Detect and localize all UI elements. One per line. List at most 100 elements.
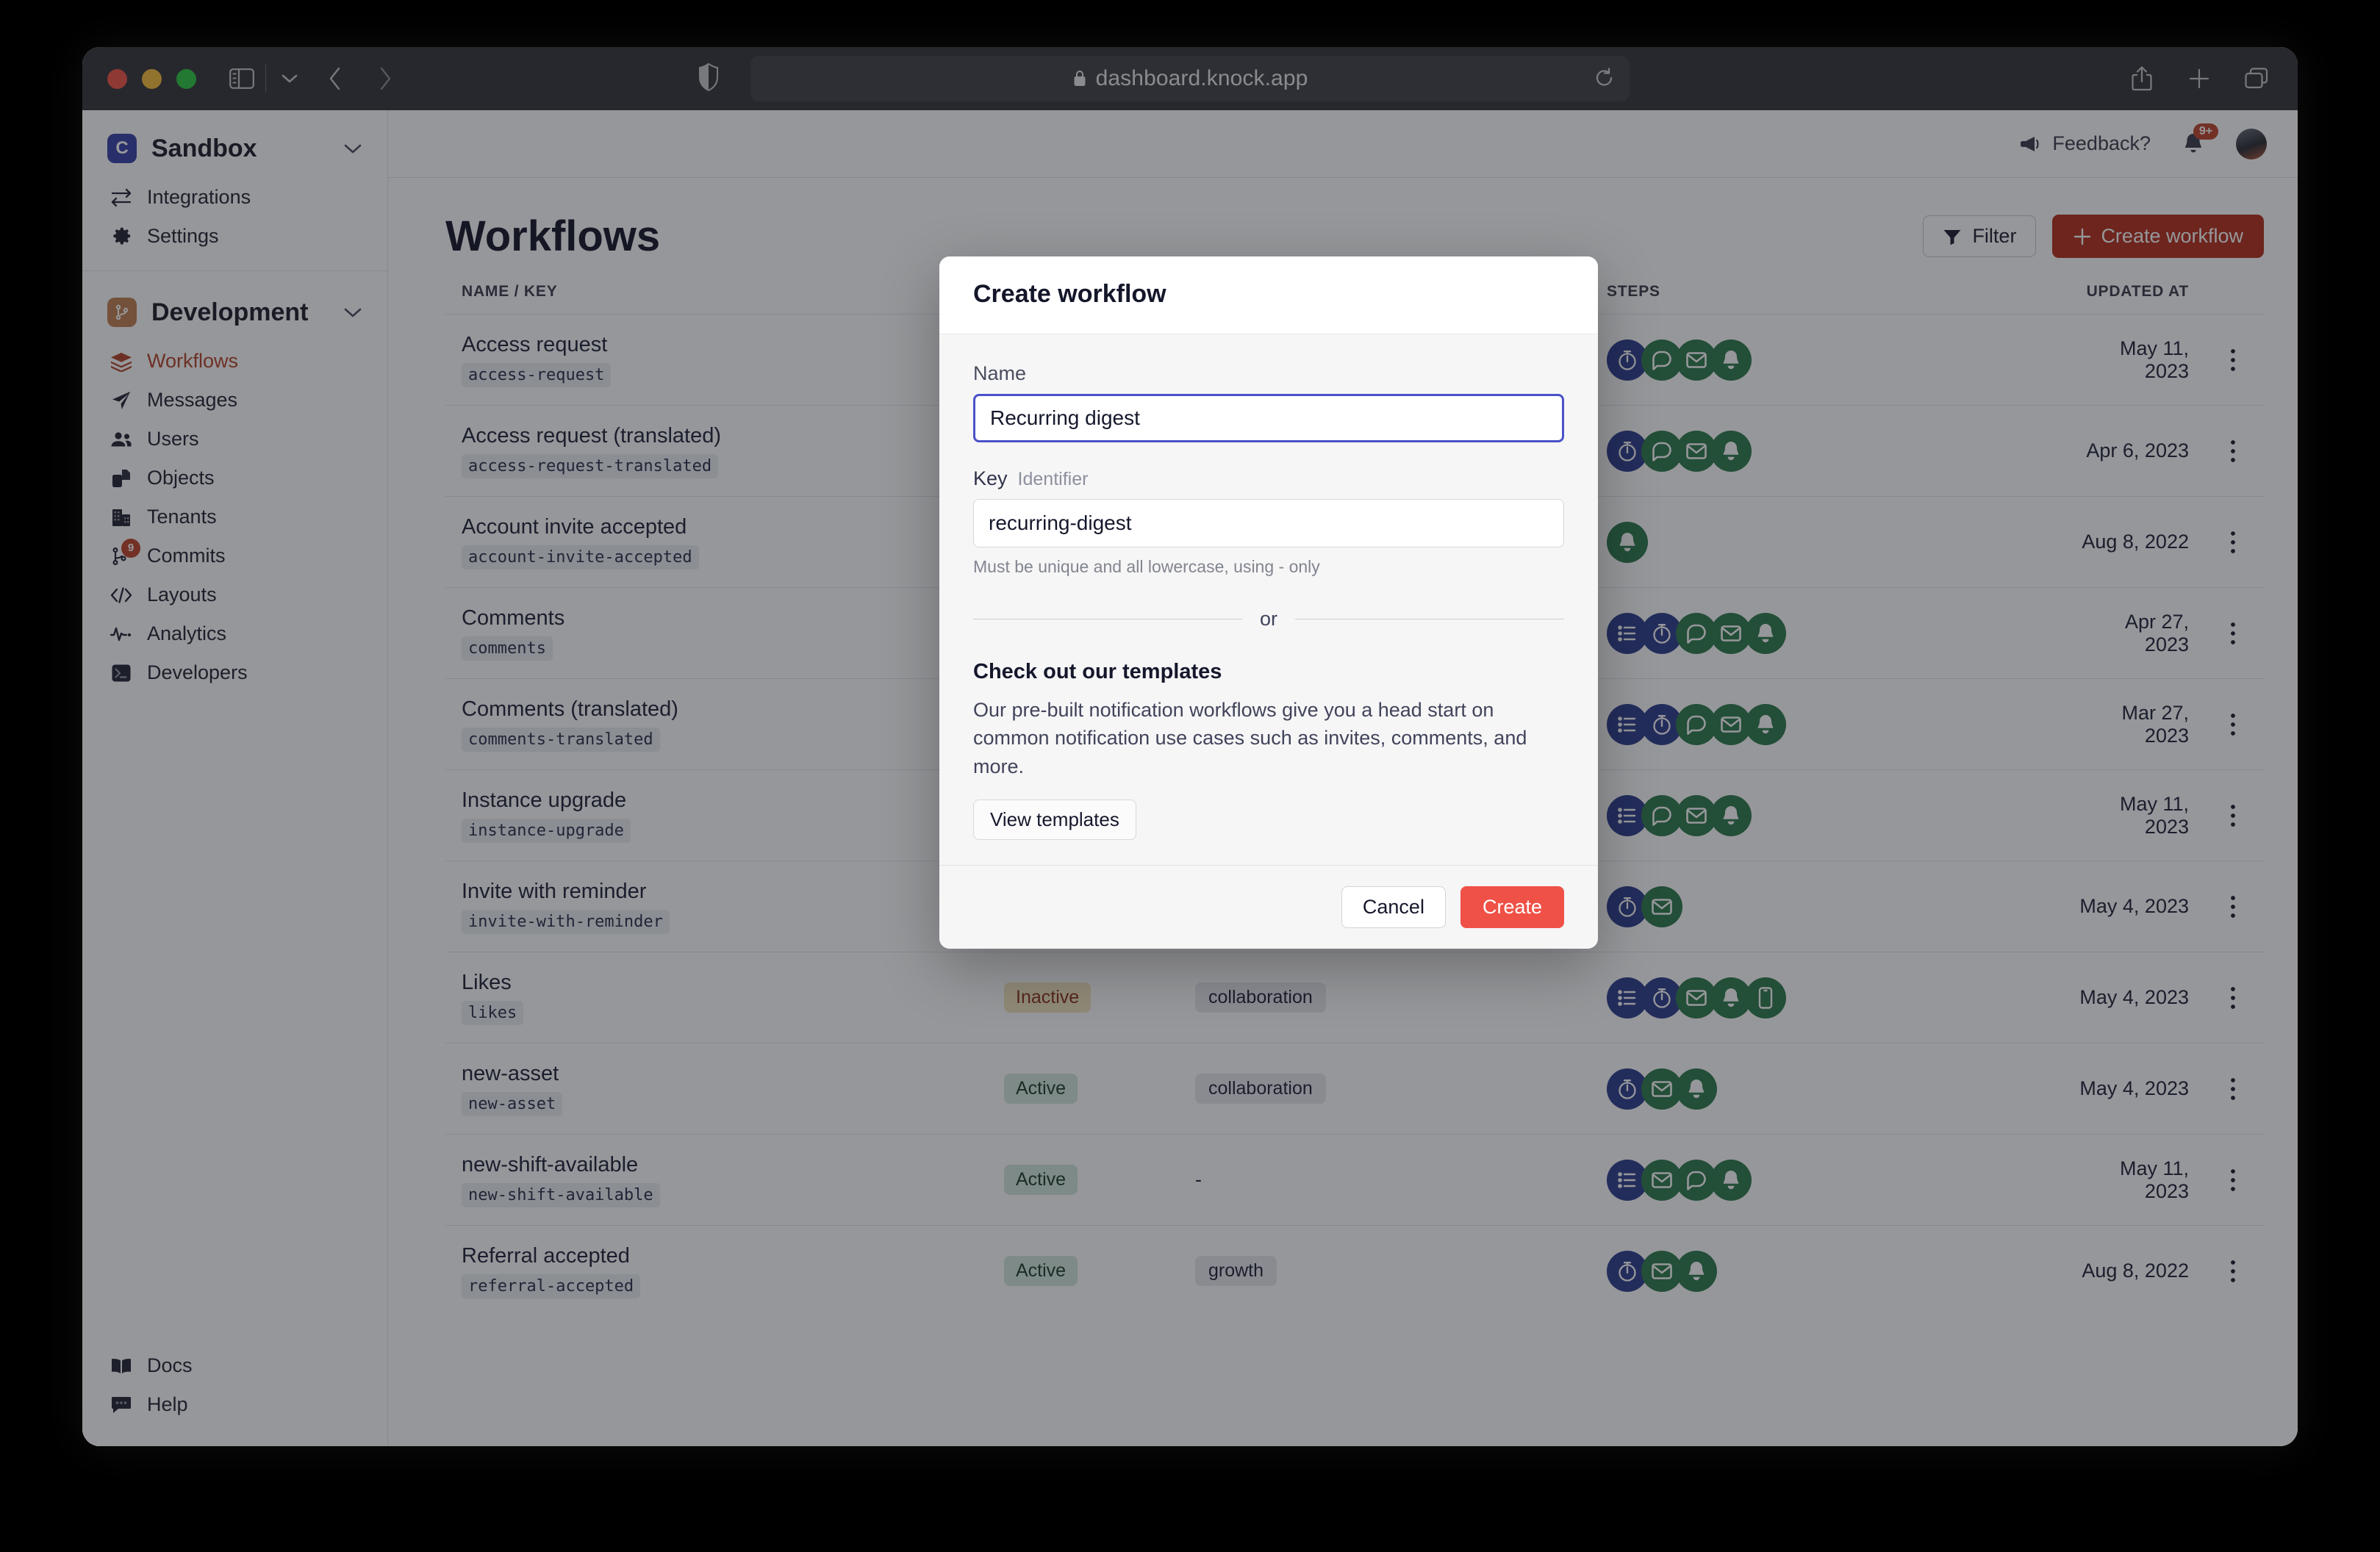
chevron-down-icon[interactable] xyxy=(343,143,362,154)
kebab-menu-icon[interactable] xyxy=(2229,802,2237,829)
share-icon[interactable] xyxy=(2126,62,2158,95)
code-brackets-icon xyxy=(110,584,132,606)
maximize-window-button[interactable] xyxy=(176,68,196,89)
status-badge: Inactive xyxy=(1004,982,1092,1013)
sidebar-item-messages[interactable]: Messages xyxy=(82,381,387,420)
window-controls[interactable] xyxy=(107,68,196,89)
row-actions-button[interactable] xyxy=(2202,985,2264,1011)
kebab-menu-icon[interactable] xyxy=(2229,894,2237,920)
table-row[interactable]: new-asset new-asset Active collaboration May… xyxy=(445,1043,2264,1134)
cancel-button[interactable]: Cancel xyxy=(1341,885,1446,928)
sidebar-item-label: Integrations xyxy=(147,186,251,208)
env-switcher[interactable]: Development xyxy=(82,287,387,337)
sidebar-item-commits[interactable]: 9 Commits xyxy=(82,536,387,575)
row-actions-button[interactable] xyxy=(2202,1167,2264,1193)
table-row[interactable]: new-shift-available new-shift-available Ac… xyxy=(445,1134,2264,1225)
workflow-name[interactable]: Referral accepted xyxy=(462,1243,630,1268)
create-button[interactable]: Create xyxy=(1460,885,1564,928)
row-actions-button[interactable] xyxy=(2202,1258,2264,1285)
sidebar-item-developers[interactable]: Developers xyxy=(82,653,387,692)
sidebar-toggle-icon[interactable] xyxy=(226,62,258,95)
column-header-steps[interactable]: STEPS xyxy=(1607,283,1660,300)
cell-steps xyxy=(1607,521,2077,563)
column-header-updated-at[interactable]: UPDATED AT xyxy=(2086,283,2189,300)
table-row[interactable]: Referral accepted referral-accepted Active… xyxy=(445,1225,2264,1316)
row-actions-button[interactable] xyxy=(2202,347,2264,373)
org-switcher[interactable]: C Sandbox xyxy=(82,123,387,173)
filter-button[interactable]: Filter xyxy=(1923,215,2037,257)
kebab-menu-icon[interactable] xyxy=(2229,1258,2237,1285)
sidebar-item-layouts[interactable]: Layouts xyxy=(82,575,387,614)
sidebar-item-settings[interactable]: Settings xyxy=(82,217,387,256)
table-row[interactable]: Comments comments Apr 27, 2023 xyxy=(445,587,2264,678)
row-actions-button[interactable] xyxy=(2202,529,2264,556)
kebab-menu-icon[interactable] xyxy=(2229,347,2237,373)
feedback-button[interactable]: Feedback? xyxy=(2018,132,2151,155)
sidebar-item-workflows[interactable]: Workflows xyxy=(82,342,387,381)
table-row[interactable]: Access request (translated) access-reques… xyxy=(445,405,2264,496)
sidebar-item-label: Analytics xyxy=(147,622,227,644)
bell-step-icon xyxy=(1745,703,1786,745)
forward-chevron-icon[interactable] xyxy=(369,62,401,95)
sidebar-item-tenants[interactable]: Tenants xyxy=(82,497,387,536)
row-actions-button[interactable] xyxy=(2202,620,2264,647)
sidebar-item-docs[interactable]: Docs xyxy=(82,1346,387,1385)
sidebar-item-objects[interactable]: Objects xyxy=(82,459,387,497)
kebab-menu-icon[interactable] xyxy=(2229,1167,2237,1193)
sidebar-item-label: Docs xyxy=(147,1354,193,1376)
sidebar-item-analytics[interactable]: Analytics xyxy=(82,614,387,653)
workflow-name[interactable]: new-asset xyxy=(462,1061,559,1085)
commits-badge: 9 xyxy=(121,538,140,558)
kebab-menu-icon[interactable] xyxy=(2229,1076,2237,1102)
close-window-button[interactable] xyxy=(107,68,127,89)
column-header-name-key[interactable]: NAME / KEY xyxy=(462,283,558,300)
steps-group xyxy=(1607,430,2077,472)
create-workflow-button[interactable]: Create workflow xyxy=(2052,215,2264,258)
row-actions-button[interactable] xyxy=(2202,711,2264,738)
workflow-name[interactable]: new-shift-available xyxy=(462,1152,639,1176)
workflow-name[interactable]: Account invite accepted xyxy=(462,514,687,539)
cell-updated-at: May 4, 2023 xyxy=(2079,986,2189,1008)
kebab-menu-icon[interactable] xyxy=(2229,529,2237,556)
notifications-button[interactable]: 9+ xyxy=(2179,123,2218,159)
key-help-text: Must be unique and all lowercase, using … xyxy=(973,557,1320,576)
address-bar[interactable]: dashboard.knock.app xyxy=(750,56,1630,101)
workflow-key: comments-translated xyxy=(462,727,660,752)
row-actions-button[interactable] xyxy=(2202,438,2264,464)
steps-group xyxy=(1607,521,2077,563)
sidebar-item-help[interactable]: Help xyxy=(82,1385,387,1424)
workflows-table: NAME / KEY STEPS UPDATED AT Access reque… xyxy=(388,276,2298,1446)
kebab-menu-icon[interactable] xyxy=(2229,620,2237,647)
chevron-down-icon[interactable] xyxy=(343,306,362,318)
reload-icon[interactable] xyxy=(1594,68,1615,90)
workflow-name[interactable]: Comments xyxy=(462,606,565,630)
workflow-name[interactable]: Invite with reminder xyxy=(462,879,647,903)
kebab-menu-icon[interactable] xyxy=(2229,711,2237,738)
workflow-name[interactable]: Access request xyxy=(462,332,608,356)
table-row[interactable]: Account invite accepted account-invite-ac… xyxy=(445,496,2264,587)
minimize-window-button[interactable] xyxy=(142,68,162,89)
shield-icon[interactable] xyxy=(698,62,720,92)
back-chevron-icon[interactable] xyxy=(319,62,351,95)
table-row[interactable]: Likes likes Inactive collaboration May 4, 20… xyxy=(445,952,2264,1043)
sidebar-item-integrations[interactable]: Integrations xyxy=(82,178,387,217)
kebab-menu-icon[interactable] xyxy=(2229,985,2237,1011)
workflow-name[interactable]: Access request (translated) xyxy=(462,423,721,448)
plus-icon[interactable] xyxy=(2183,62,2215,95)
chevron-down-icon[interactable] xyxy=(273,62,306,95)
sidebar-item-users[interactable]: Users xyxy=(82,420,387,459)
workflow-name[interactable]: Likes xyxy=(462,970,512,994)
row-actions-button[interactable] xyxy=(2202,1076,2264,1102)
avatar[interactable] xyxy=(2236,128,2267,159)
kebab-menu-icon[interactable] xyxy=(2229,438,2237,464)
row-actions-button[interactable] xyxy=(2202,802,2264,829)
row-actions-button[interactable] xyxy=(2202,894,2264,920)
cell-steps xyxy=(1607,885,2077,927)
table-row[interactable]: Instance upgrade instance-upgrade May 11, … xyxy=(445,769,2264,861)
tab-overview-icon[interactable] xyxy=(2240,62,2273,95)
view-templates-button[interactable]: View templates xyxy=(973,799,1136,840)
workflow-name[interactable]: Instance upgrade xyxy=(462,788,627,812)
key-input[interactable]: recurring-digest xyxy=(973,499,1564,547)
name-input[interactable]: Recurring digest xyxy=(973,394,1564,442)
workflow-name[interactable]: Comments (translated) xyxy=(462,697,678,721)
